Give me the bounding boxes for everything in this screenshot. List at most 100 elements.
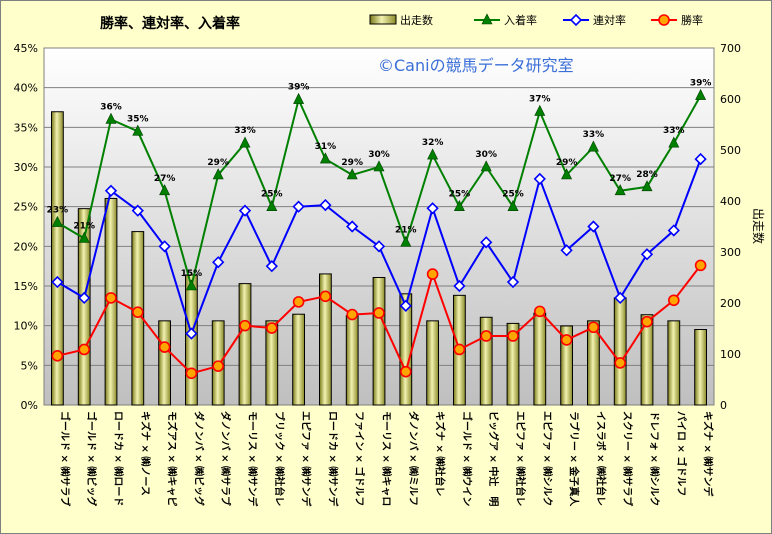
y2-tick-label: 300 [720,246,741,259]
y-tick-label: 45% [14,42,38,55]
data-label: 35% [127,114,149,124]
bar [640,314,654,406]
data-point [667,294,680,307]
data-label: 32% [422,138,444,148]
data-point [185,279,197,291]
data-label: 29% [207,158,229,168]
y2-tick-label: 500 [720,144,741,157]
data-label: 30% [475,150,497,160]
legend-marker [569,13,583,27]
data-label: 15% [181,269,203,279]
data-point [292,200,305,213]
data-point [587,321,600,334]
data-label: 21% [73,221,95,231]
data-point [453,279,466,293]
x-tick-label: ラブリー × 金子真人 [568,411,581,507]
bar [613,297,627,406]
y-tick-label: 40% [14,82,38,95]
x-tick-label: ダノンバ × ㈱サラブ [219,411,232,506]
data-label: 33% [234,126,256,136]
x-tick-label: エピファ × ㈱社台レ [514,411,527,506]
data-point [131,204,144,217]
x-tick-label: ダノンバ × ㈱ミルフ [407,411,420,506]
data-point [400,235,412,247]
data-point [480,160,492,172]
bar [506,322,520,406]
x-tick-label: キズナ × ㈱サンデ [702,411,715,497]
bar [238,283,252,406]
data-point [212,360,224,372]
bar [694,329,707,406]
bar [158,320,171,406]
x-tick-label: ブリック × ㈱社台レ [273,411,286,506]
data-point [640,248,654,261]
markers [51,88,707,380]
y-tick-label: 15% [14,280,38,293]
data-label: 37% [529,94,551,104]
data-point [158,341,171,353]
y2-tick-label: 0 [720,399,727,412]
data-point [587,140,599,152]
y2-tick-label: 200 [720,297,741,310]
y-tick-label: 10% [14,320,38,333]
data-point [426,202,439,215]
data-label: 31% [315,142,337,152]
data-point [667,224,680,237]
y2-tick-label: 700 [720,42,741,55]
data-point [319,152,331,164]
data-point [132,124,144,136]
data-point [399,365,412,378]
data-point [561,168,573,180]
x-tick-label: ロードカ × ㈱サンデ [326,411,339,507]
data-point [319,198,332,212]
data-point [239,319,251,332]
y2-tick-label: 400 [720,195,741,208]
x-tick-label: モズアス × ㈱キャピ [166,411,179,506]
data-point [159,184,171,196]
bar [372,277,386,406]
x-tick-label: エピファ × ㈱サンデ [300,411,313,507]
data-label: 28% [636,170,658,180]
y2-axis-ticks: 0 100 200 300 400 500 600 700 [720,42,741,412]
data-point [158,240,171,253]
bar [479,316,493,406]
bar [587,320,600,406]
data-point [372,240,386,253]
data-point [239,136,251,148]
gridlines [44,47,714,366]
data-point [695,88,707,100]
legend-label: 連対率 [593,13,626,27]
data-point [132,306,144,318]
data-point [293,92,305,104]
data-point [51,215,63,227]
x-tick-label: キズナ × ㈱社台レ [434,411,447,496]
data-point [507,199,519,211]
data-point [78,343,90,356]
data-label: 39% [288,83,310,93]
data-point [641,315,653,328]
x-tick-label: スクリー × ㈱サラブ [621,411,634,506]
watermark: ©Caniの競馬データ研究室 [378,56,574,75]
legend: 出走数 入着率 連対率 勝率 [369,13,703,27]
data-label: 39% [690,79,712,89]
x-tick-label: キズナ × ㈱ノース [139,411,152,496]
bar [560,325,573,406]
legend-marker [481,13,493,25]
y2-axis-label: 出走数 [751,208,766,244]
data-label: 25% [449,190,471,200]
x-tick-label: ドレフォ × ㈱シルク [648,411,661,506]
x-axis-ticks: ゴールド × ㈱サラブ ゴールド × ㈱ビッグ ロードカ × ㈱ロード キズナ × ㈱… [58,411,714,507]
y-tick-label: 30% [14,161,38,174]
data-point [346,220,359,233]
data-point [614,184,626,196]
x-tick-label: ファイン × ゴドルフ [353,411,366,506]
bar [185,274,198,406]
legend-swatch [369,14,397,25]
data-point [641,180,653,192]
x-tick-label: ダノンバ × ㈱ビッグ [192,411,205,506]
bar [292,313,305,406]
data-point [587,220,600,233]
data-point [373,307,385,319]
bar [667,320,681,406]
